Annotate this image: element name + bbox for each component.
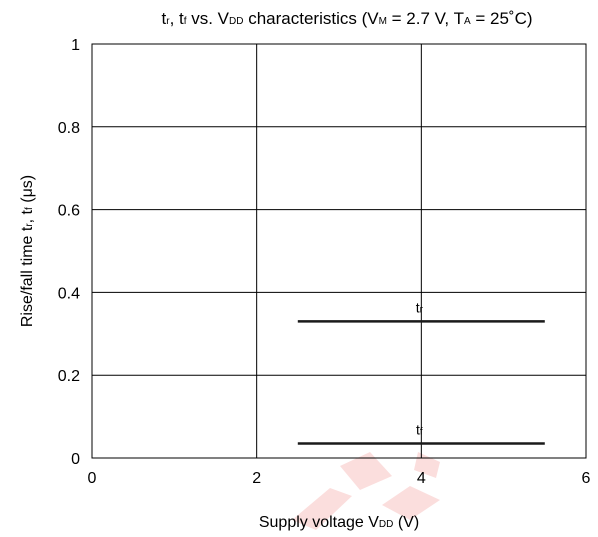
x-tick-label: 2	[252, 470, 261, 487]
x-tick-label: 4	[417, 470, 426, 487]
y-tick-label: 0	[71, 451, 80, 468]
y-tick-label: 0.2	[58, 368, 80, 385]
y-tick-labels: 0 0.2 0.4 0.6 0.8 1	[58, 37, 80, 468]
y-tick-label: 0.6	[58, 203, 80, 220]
chart-title: tr, tf vs. VDD characteristics (VM = 2.7…	[161, 9, 532, 28]
watermark-stroke	[340, 452, 392, 490]
y-axis-label: Rise/fall time tr, tf (μs)	[19, 175, 36, 327]
grid	[92, 44, 586, 458]
x-tick-label: 6	[582, 470, 591, 487]
watermark-logo	[292, 452, 440, 530]
y-tick-label: 0.4	[58, 285, 80, 302]
plot-border	[91, 43, 587, 459]
x-axis-label: Supply voltage VDD (V)	[259, 514, 419, 531]
watermark-stroke	[292, 488, 352, 530]
y-tick-label: 1	[71, 37, 80, 54]
y-tick-label: 0.8	[58, 120, 80, 137]
watermark-stroke	[382, 486, 440, 520]
series-label-tf: tf	[416, 422, 423, 438]
x-tick-label: 0	[88, 470, 97, 487]
plot-area	[91, 43, 587, 459]
series-label-tr: tr	[416, 299, 424, 315]
x-tick-labels: 0 2 4 6	[88, 470, 591, 487]
series-layer: tr tf	[297, 299, 545, 445]
